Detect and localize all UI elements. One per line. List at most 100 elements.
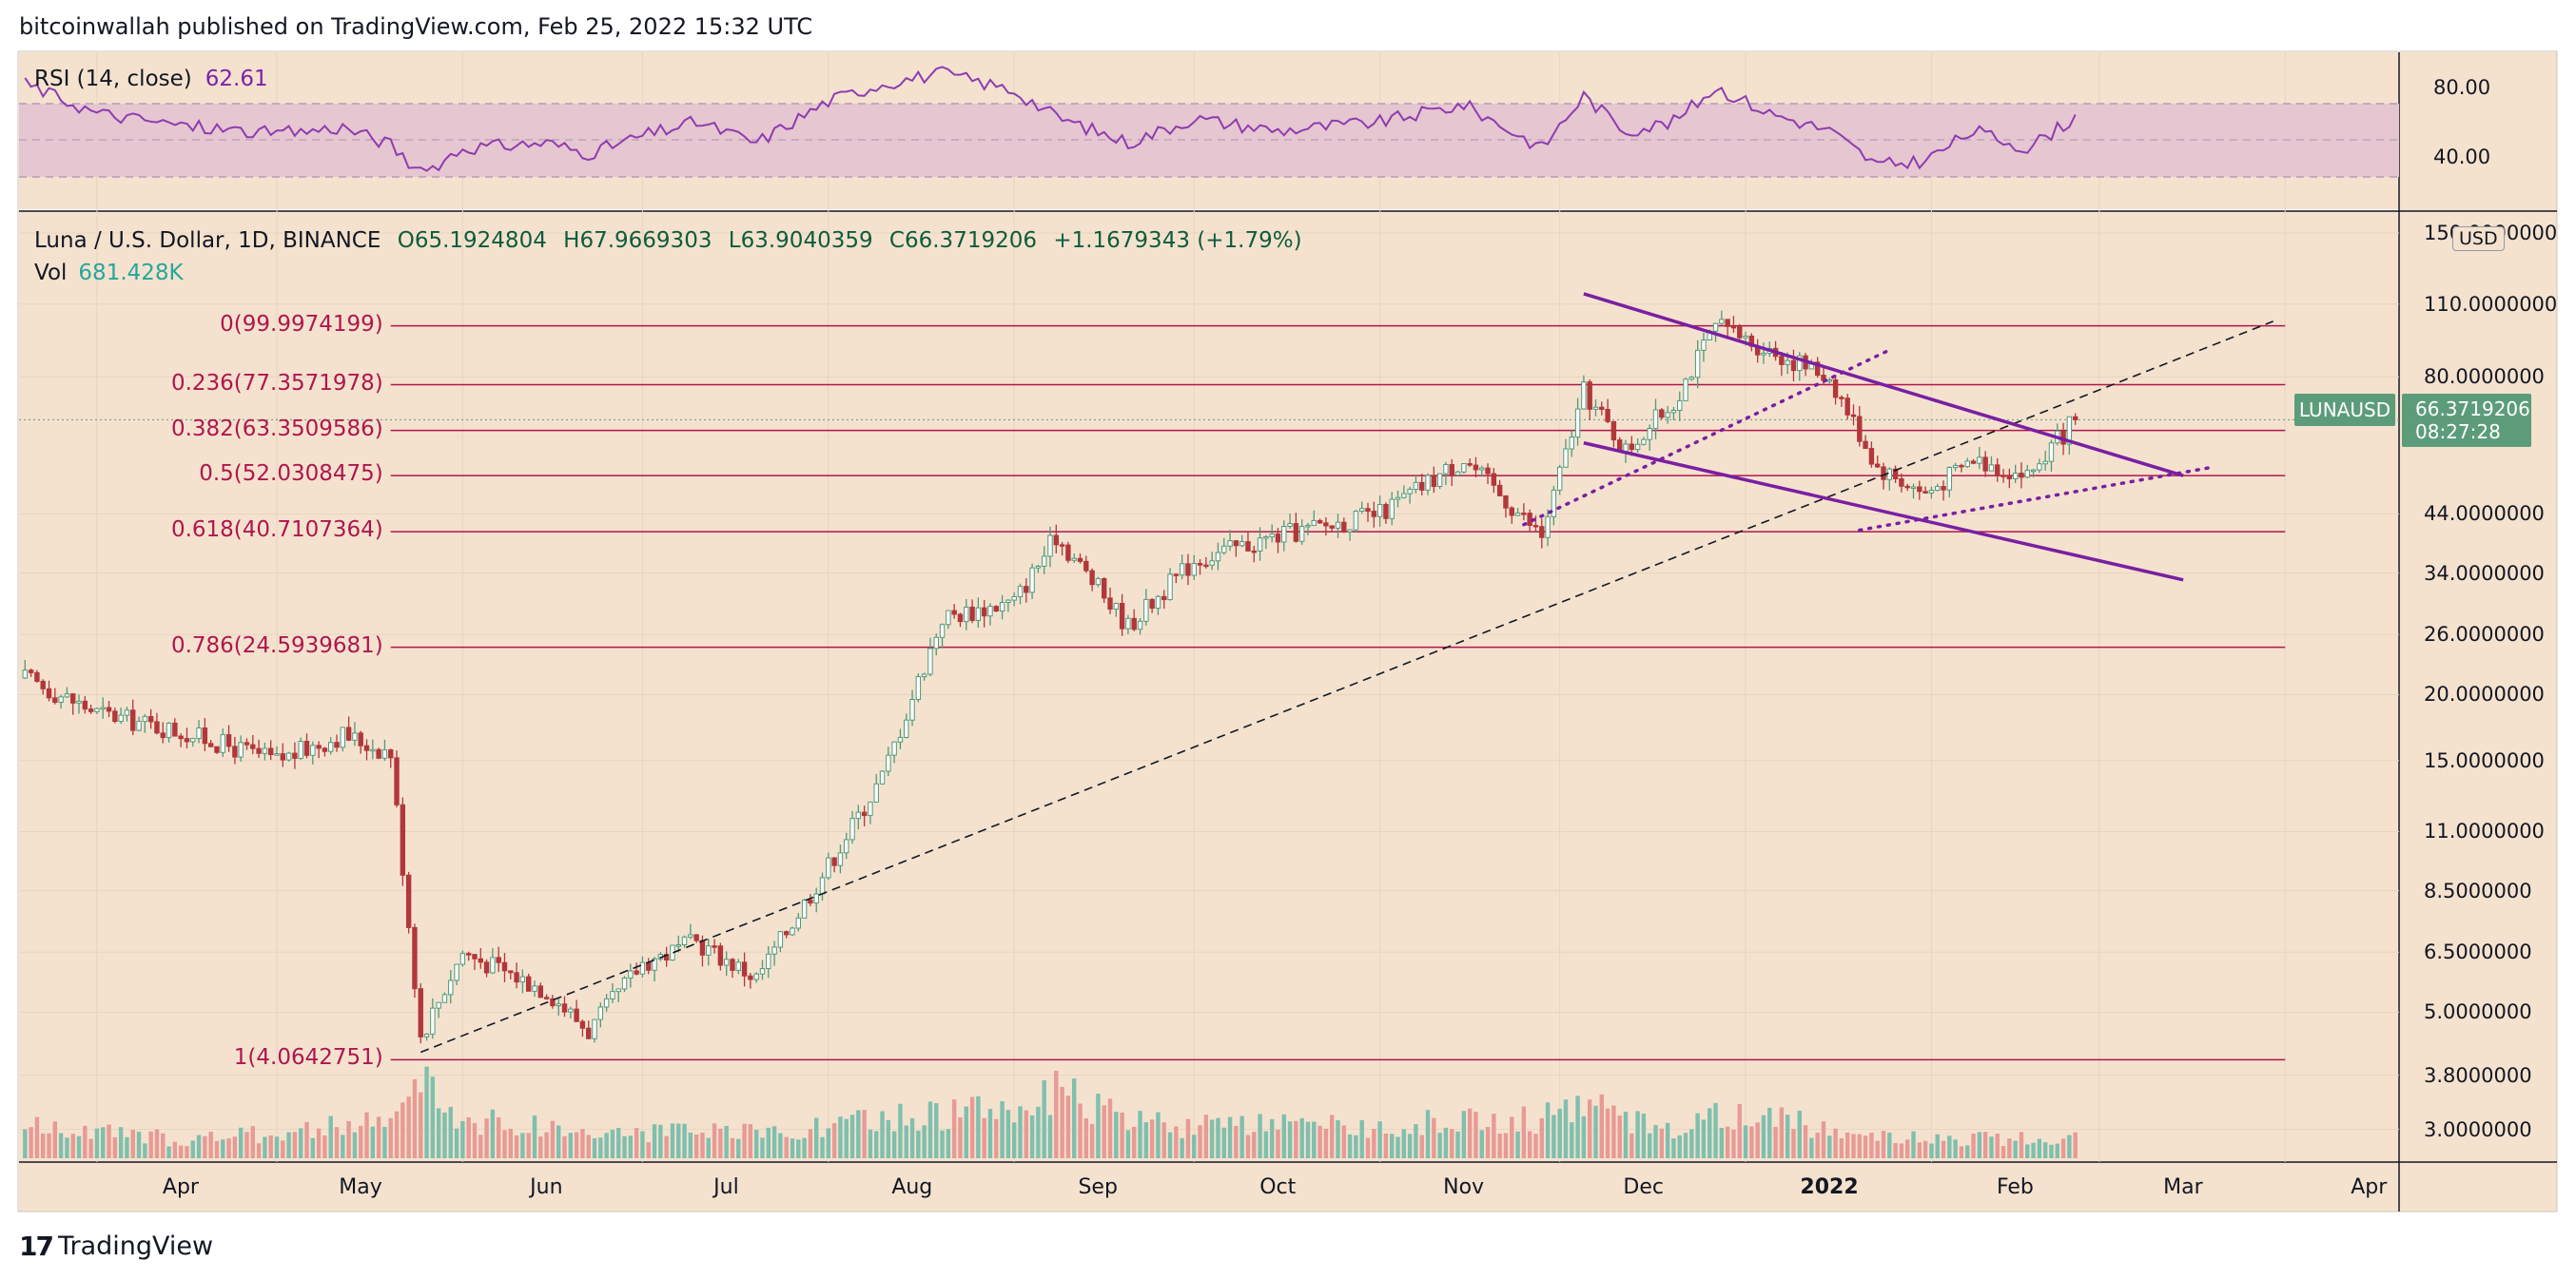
candle-body — [334, 742, 340, 748]
volume-bar — [263, 1136, 267, 1158]
price-axis-label: 11.0000000 — [2424, 820, 2545, 844]
candle-body — [813, 893, 819, 904]
candle-body — [1209, 560, 1215, 566]
volume-bar — [1192, 1135, 1197, 1158]
candle-body — [256, 747, 262, 754]
candle-body — [1287, 523, 1293, 528]
channel-upper-line — [1583, 292, 2184, 477]
candle-body — [837, 852, 844, 866]
candle-body — [1839, 397, 1844, 399]
time-axis-label: Mar — [2163, 1175, 2203, 1199]
volume-bar — [1977, 1132, 1982, 1158]
candle-body — [316, 745, 322, 749]
volume-bar — [1467, 1108, 1473, 1158]
candle-body — [723, 959, 730, 966]
volume-bar — [1893, 1143, 1898, 1158]
volume-bar — [760, 1137, 765, 1158]
candle-body — [274, 753, 280, 756]
candle-body — [1143, 598, 1149, 622]
fib-label: 0.236(77.3571978) — [170, 370, 383, 396]
volume-bar — [281, 1140, 285, 1158]
candle-body — [28, 669, 34, 673]
trendlines[interactable] — [420, 292, 2274, 1054]
volume-bar — [1089, 1124, 1095, 1158]
candle-body — [136, 721, 142, 731]
volume-bar — [130, 1130, 135, 1158]
candle-body — [2000, 475, 2006, 477]
candle-body — [753, 973, 759, 980]
price-axis-label: 80.0000000 — [2424, 365, 2545, 389]
candle-body — [1514, 513, 1521, 516]
publisher-line: bitcoinwallah published on TradingView.c… — [19, 13, 813, 40]
candle-body — [436, 1001, 441, 1009]
volume-bar — [466, 1116, 471, 1158]
volume-bar — [1857, 1134, 1863, 1158]
volume-bar — [1761, 1115, 1766, 1158]
candle-body — [118, 714, 124, 723]
volume-bar — [676, 1123, 681, 1158]
volume-bar — [23, 1129, 28, 1158]
candle-body — [819, 877, 826, 895]
candle-body — [1605, 409, 1610, 422]
volume-bar — [1216, 1117, 1220, 1158]
tradingview-logo[interactable]: 17 TradingView — [19, 1231, 213, 1262]
candle-body — [1886, 468, 1893, 480]
volume-bar — [1575, 1096, 1580, 1158]
candle-body — [358, 732, 363, 747]
volume-bar — [1911, 1131, 1916, 1158]
candle-body — [160, 732, 166, 739]
candle-body — [388, 749, 394, 759]
candle-body — [2042, 460, 2048, 465]
change-value: +1.1679343 (+1.79%) — [1053, 228, 1302, 253]
volume-bar — [916, 1131, 921, 1158]
volume-bar — [58, 1133, 64, 1158]
candle-body — [1935, 486, 1941, 491]
candle-body — [1173, 573, 1180, 576]
candle-body — [285, 752, 292, 761]
price-axis-label: 3.0000000 — [2424, 1117, 2532, 1141]
volume-bar — [341, 1135, 345, 1158]
candle-body — [1652, 409, 1659, 429]
candle-body — [957, 613, 964, 623]
volume-bar — [1329, 1115, 1335, 1158]
currency-badge[interactable]: USD — [2452, 226, 2505, 251]
candle-body — [1102, 578, 1107, 599]
time-axis-label: 2022 — [1800, 1175, 1859, 1199]
ticker-badge: LUNAUSD — [2294, 394, 2395, 426]
volume-bar — [514, 1135, 519, 1158]
candle-body — [855, 811, 862, 820]
volume-bar — [1443, 1127, 1449, 1158]
candle-body — [597, 1006, 604, 1020]
time-axis-label: Sep — [1078, 1175, 1118, 1199]
candle-body — [1892, 468, 1899, 479]
volume-bar — [1401, 1129, 1407, 1158]
candle-body — [1161, 595, 1167, 601]
candle-body — [964, 606, 969, 623]
candle-body — [519, 976, 526, 983]
candle-body — [1454, 471, 1461, 476]
symbol-title[interactable]: Luna / U.S. Dollar, 1D, BINANCE — [34, 228, 381, 253]
volume-bar — [221, 1139, 225, 1158]
candle-body — [921, 673, 927, 678]
candle-body — [1461, 463, 1467, 473]
volume-bar — [1844, 1132, 1850, 1158]
volume-bar — [670, 1123, 675, 1158]
support-trendline — [420, 320, 2274, 1054]
volume-bar — [1605, 1108, 1610, 1158]
volume-bar — [1803, 1125, 1808, 1158]
candle-body — [868, 801, 873, 817]
volume-bar — [544, 1132, 549, 1158]
volume-bar — [909, 1117, 915, 1158]
volume-bar — [65, 1137, 69, 1158]
volume-bar — [2013, 1140, 2018, 1158]
volume-bar — [586, 1135, 591, 1158]
volume-bar — [904, 1125, 908, 1158]
main-panel-bg — [19, 211, 2399, 1162]
open-value: O65.1924804 — [397, 228, 547, 253]
candle-body — [1952, 464, 1959, 469]
candle-body — [897, 736, 904, 743]
volume-bar — [849, 1115, 855, 1158]
candle-body — [550, 998, 556, 1007]
candle-body — [1149, 598, 1155, 610]
candle-body — [561, 1003, 568, 1013]
